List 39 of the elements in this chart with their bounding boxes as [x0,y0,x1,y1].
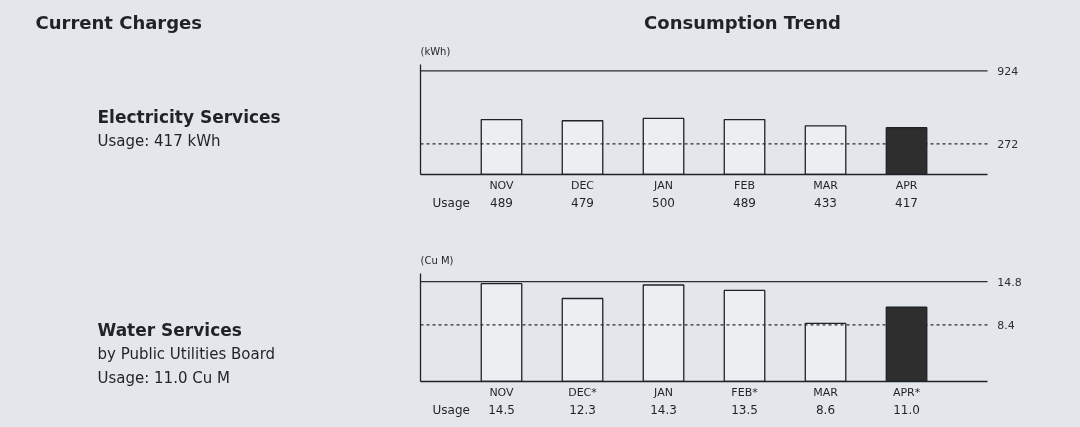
x-tick-label: MAR [813,385,839,399]
data-label: 8.6 [815,402,836,417]
data-label: 12.3 [569,402,596,417]
data-label: 489 [490,195,513,210]
text: Current Charges [35,12,203,33]
data-label: 14.5 [488,402,515,417]
x-axis-title: Usage [432,195,470,210]
text: Usage: 11.0 Cu M [97,368,230,387]
data-label: 479 [571,195,594,210]
data-label: 433 [814,195,837,210]
data-label: 500 [652,195,675,210]
text: Electricity Services [97,106,281,127]
text: Usage: 417 kWh [97,131,221,150]
data-label: 417 [895,195,918,210]
x-tick-label: APR [895,178,918,192]
ref-line-label: 272 [997,137,1019,151]
x-tick-label: NOV [489,178,515,192]
x-tick-label: DEC [570,178,595,192]
text: by Public Utilities Board [97,344,276,363]
x-tick-label: JAN [653,178,673,192]
data-label: 13.5 [731,402,758,417]
chart-title: Consumption Trend [644,11,841,33]
x-tick-label: JAN [653,385,673,399]
x-tick-label: FEB* [731,385,759,399]
text: Water Services [97,319,242,340]
data-label: 11.0 [893,402,920,417]
ref-line-label: 8.4 [997,318,1015,332]
ref-line-label: 14.8 [997,275,1022,289]
x-tick-label: MAR [813,178,839,192]
data-label: 489 [733,195,756,210]
x-tick-label: APR* [892,385,921,399]
x-tick-label: FEB [734,178,755,192]
y-axis-title: (kWh) [420,45,451,57]
x-tick-label: DEC* [568,385,598,399]
y-axis-title: (Cu M) [420,254,454,266]
ref-line-label: 924 [997,64,1019,78]
data-label: 14.3 [650,402,677,417]
x-axis-title: Usage [432,402,470,417]
x-tick-label: NOV [489,385,515,399]
